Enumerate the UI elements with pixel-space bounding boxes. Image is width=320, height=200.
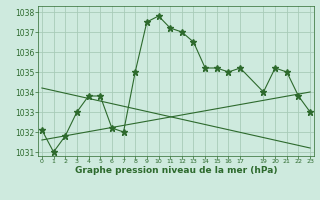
X-axis label: Graphe pression niveau de la mer (hPa): Graphe pression niveau de la mer (hPa) — [75, 166, 277, 175]
